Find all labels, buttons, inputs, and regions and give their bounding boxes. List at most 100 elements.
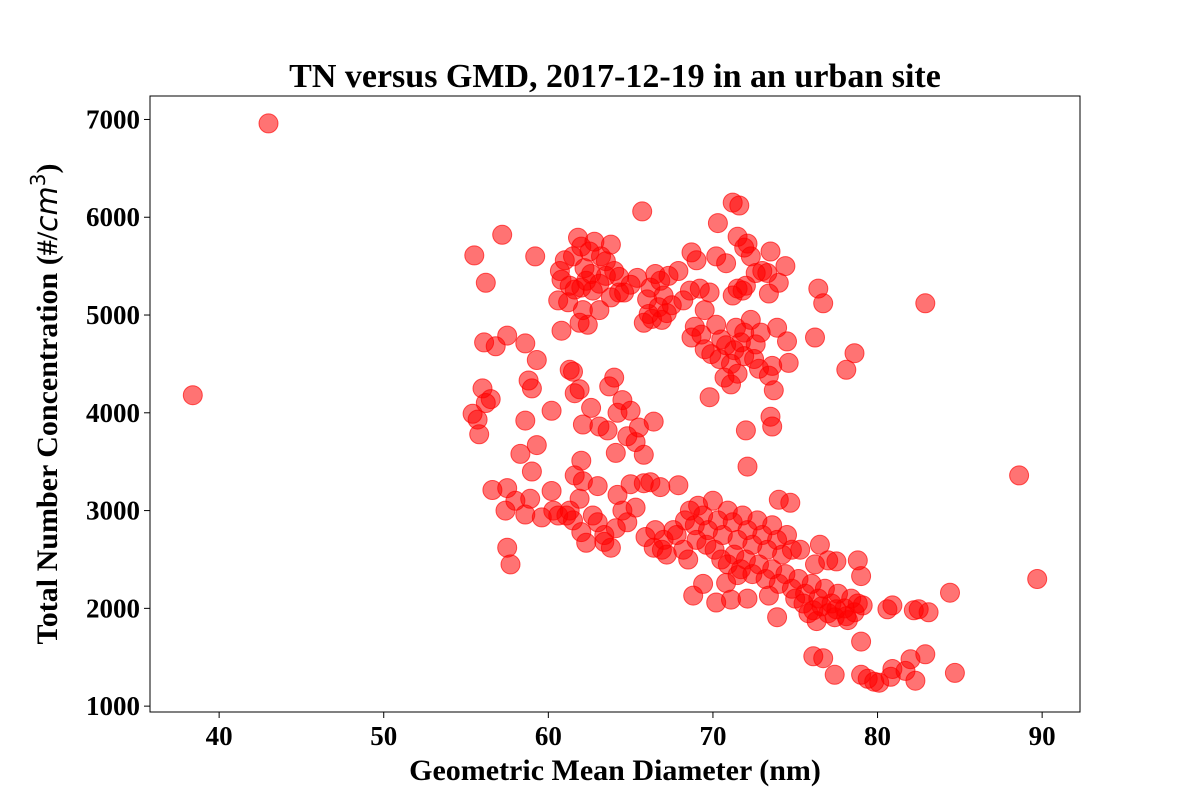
data-point — [767, 607, 788, 628]
data-point — [762, 355, 783, 376]
data-point — [604, 367, 625, 388]
data-point — [882, 595, 903, 616]
y-axis-label-unit: cm — [30, 186, 65, 232]
data-point — [515, 333, 536, 354]
data-point — [632, 201, 653, 222]
data-point — [526, 435, 547, 456]
data-point — [722, 285, 743, 306]
data-point — [609, 282, 630, 303]
data-point — [576, 532, 597, 553]
data-point — [521, 461, 542, 482]
data-point — [520, 488, 541, 509]
data-point — [510, 443, 531, 464]
data-point — [768, 272, 789, 293]
data-point — [605, 442, 626, 463]
data-point — [600, 234, 621, 255]
data-point — [836, 359, 857, 380]
data-point — [767, 317, 788, 338]
data-points — [182, 113, 1048, 693]
data-point — [686, 529, 707, 550]
data-point — [497, 537, 518, 558]
data-point — [944, 662, 965, 683]
y-axis-label-exponent: 3 — [26, 174, 50, 187]
data-point — [777, 331, 797, 352]
data-point — [541, 400, 562, 421]
data-point — [735, 420, 756, 441]
data-point — [905, 670, 926, 691]
data-point — [620, 400, 641, 421]
data-point — [918, 602, 939, 623]
data-point — [569, 488, 590, 509]
y-axis-label: Total Number Concentration (#/cm3) — [26, 164, 65, 645]
data-point — [645, 520, 666, 541]
data-point — [668, 261, 689, 281]
data-point — [625, 497, 646, 518]
x-axis: 40 50 60 70 80 90 — [206, 712, 1056, 751]
data-point — [851, 566, 872, 587]
data-point — [515, 410, 536, 431]
data-point — [762, 416, 783, 437]
data-point — [556, 505, 577, 526]
data-point — [541, 481, 562, 501]
data-point — [485, 336, 506, 357]
data-point — [760, 241, 781, 262]
data-point — [727, 565, 748, 586]
data-point — [790, 539, 811, 560]
data-point — [643, 411, 664, 432]
data-point — [702, 490, 723, 511]
data-point — [589, 300, 610, 321]
data-point — [492, 224, 513, 245]
x-axis-label: Geometric Mean Diameter (nm) — [409, 754, 821, 787]
data-point — [852, 595, 873, 616]
data-point — [716, 253, 737, 274]
data-point — [607, 484, 628, 505]
data-point — [521, 378, 542, 399]
data-point — [837, 610, 858, 631]
data-point — [844, 343, 865, 364]
data-point — [581, 397, 602, 418]
data-point — [678, 549, 699, 570]
data-point — [569, 312, 590, 333]
plot-frame — [149, 95, 1081, 713]
data-point — [1009, 465, 1030, 486]
data-point — [737, 233, 758, 254]
data-point — [475, 272, 496, 293]
y-tick-label: 4000 — [86, 398, 140, 428]
x-tick-label: 60 — [535, 721, 562, 751]
data-point — [464, 245, 485, 266]
data-point — [525, 246, 546, 267]
data-point — [587, 476, 608, 497]
y-axis-label-close: ) — [31, 164, 64, 174]
data-point — [826, 551, 847, 572]
data-point — [721, 374, 741, 395]
data-point — [778, 352, 799, 373]
chart-title: TN versus GMD, 2017-12-19 in an urban si… — [289, 58, 941, 95]
y-tick-label: 3000 — [86, 496, 140, 526]
data-point — [699, 282, 720, 303]
y-tick-label: 6000 — [86, 202, 140, 232]
x-tick-label: 70 — [699, 721, 726, 751]
data-point — [258, 113, 279, 134]
data-point — [563, 361, 583, 382]
data-point — [564, 383, 585, 404]
data-point — [572, 414, 593, 435]
data-point — [805, 327, 825, 348]
data-point — [651, 309, 672, 330]
data-point — [915, 644, 936, 665]
y-axis-label-base: Total Number Concentration (#/ — [31, 231, 64, 644]
data-point — [737, 588, 758, 609]
data-point — [551, 320, 572, 341]
data-point — [594, 531, 615, 552]
data-point — [758, 585, 779, 606]
y-tick-label: 1000 — [86, 691, 140, 721]
data-point — [813, 293, 834, 314]
x-tick-label: 50 — [370, 721, 397, 751]
data-point — [824, 664, 845, 685]
data-point — [633, 444, 654, 465]
data-point — [806, 611, 827, 632]
data-point — [482, 480, 503, 500]
y-tick-label: 5000 — [86, 300, 140, 330]
y-axis: 1000 2000 3000 4000 5000 6000 7000 — [86, 104, 150, 721]
data-point — [469, 424, 490, 445]
